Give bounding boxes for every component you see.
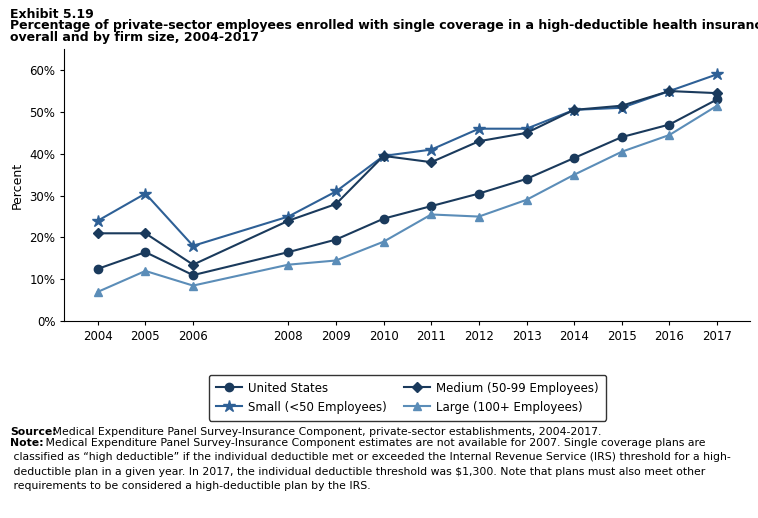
Y-axis label: Percent: Percent [11,162,23,209]
Text: overall and by firm size, 2004-2017: overall and by firm size, 2004-2017 [10,31,258,44]
Legend: United States, Small (<50 Employees), Medium (50-99 Employees), Large (100+ Empl: United States, Small (<50 Employees), Me… [209,375,606,421]
Text: Medical Expenditure Panel Survey-Insurance Component estimates are not available: Medical Expenditure Panel Survey-Insuran… [42,438,705,448]
Text: Source:: Source: [10,427,57,437]
Text: requirements to be considered a high-deductible plan by the IRS.: requirements to be considered a high-ded… [10,481,371,491]
Text: Medical Expenditure Panel Survey-Insurance Component, private-sector establishme: Medical Expenditure Panel Survey-Insuran… [49,427,602,437]
Text: deductible plan in a given year. In 2017, the individual deductible threshold wa: deductible plan in a given year. In 2017… [10,467,705,477]
Text: Exhibit 5.19: Exhibit 5.19 [10,8,93,21]
Text: Percentage of private-sector employees enrolled with single coverage in a high-d: Percentage of private-sector employees e… [10,19,758,32]
Text: Note:: Note: [10,438,43,448]
Text: classified as “high deductible” if the individual deductible met or exceeded the: classified as “high deductible” if the i… [10,452,731,462]
